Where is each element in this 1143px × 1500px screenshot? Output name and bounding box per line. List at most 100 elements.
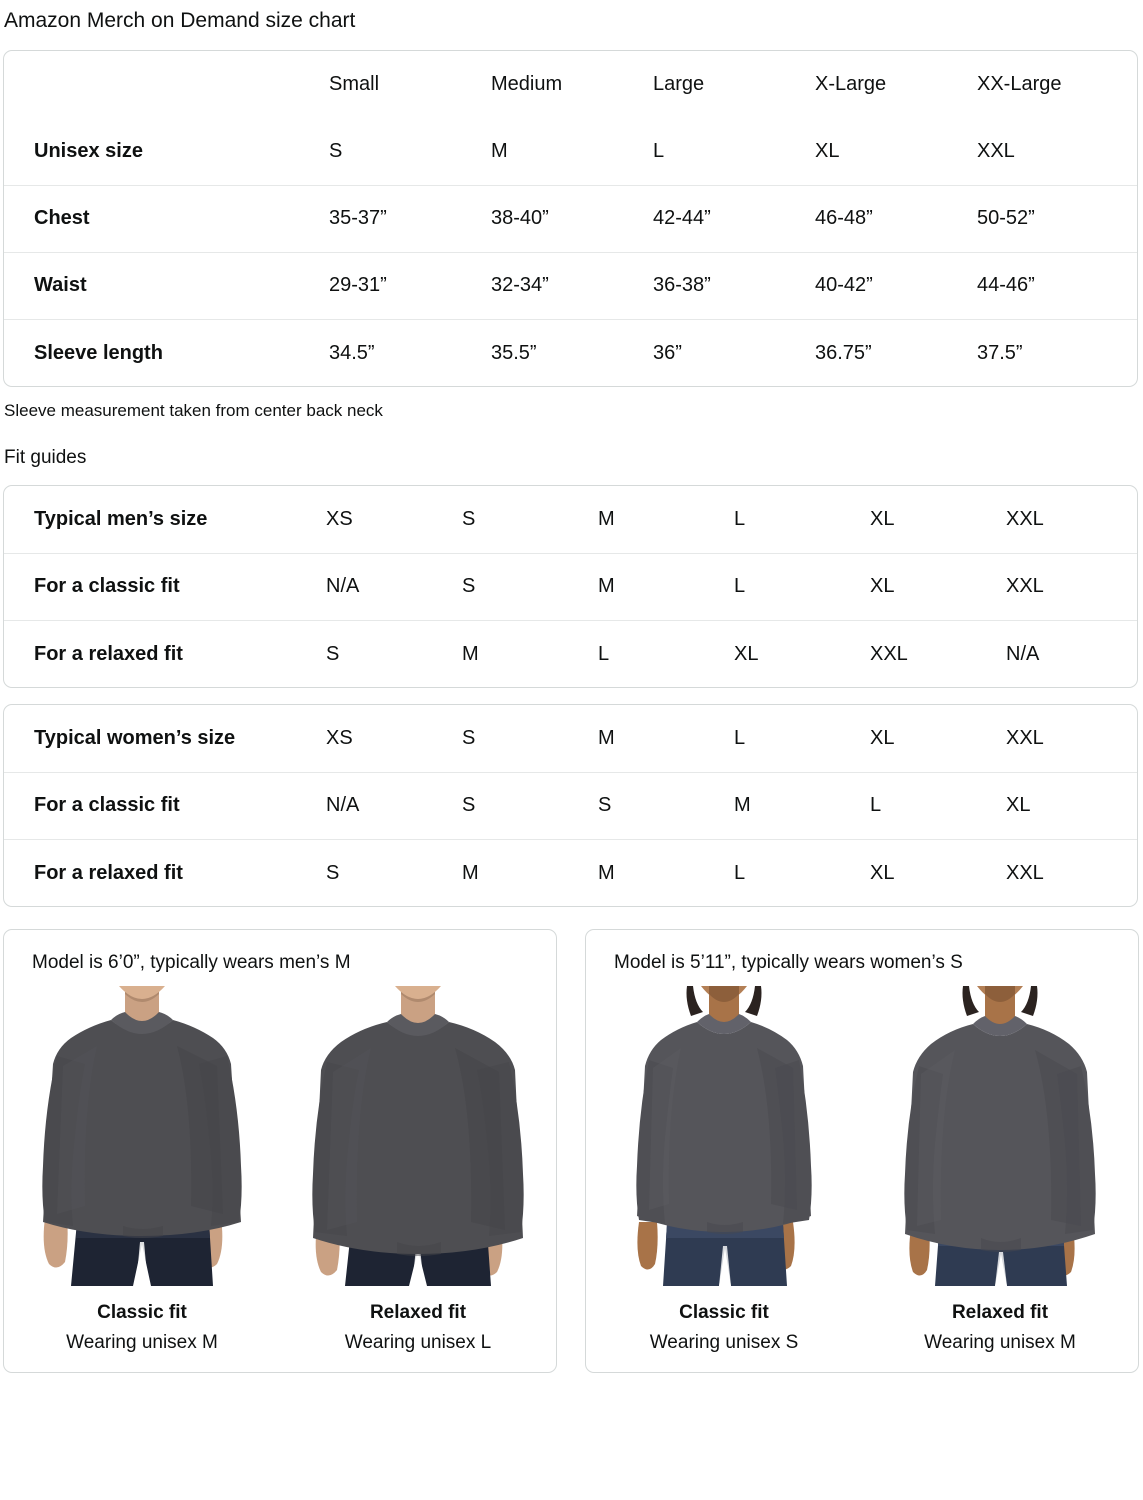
womens-figure-row: Classic fit Wearing unisex S [586, 986, 1138, 1354]
wearing-label: Wearing unisex L [344, 1332, 492, 1354]
row-label: Typical women’s size [34, 727, 236, 749]
cell-value: L [870, 771, 1006, 840]
mens-relaxed-fit-figure: Relaxed fit Wearing unisex L [292, 986, 544, 1354]
column-header-xlarge: X-Large [815, 73, 887, 96]
cell-value: M [598, 838, 734, 907]
cell-value: 36” [653, 318, 815, 387]
cell-value: L [734, 727, 746, 749]
cell-value: 50-52” [977, 184, 1137, 253]
wearing-label: Wearing unisex M [66, 1332, 218, 1354]
table-row: For a classic fit N/A S M L XL XXL [4, 552, 1137, 621]
size-chart-table: Small Medium Large X-Large XX-Large Unis… [4, 51, 1137, 387]
cell-value: 32-34” [491, 251, 653, 320]
row-label: For a classic fit [4, 552, 326, 621]
cell-value: L [734, 508, 746, 530]
cell-value: XL [1006, 771, 1137, 840]
womens-model-heading: Model is 5’11”, typically wears women’s … [614, 952, 963, 974]
cell-value: S [326, 838, 462, 907]
cell-value: 36-38” [653, 251, 815, 320]
womens-relaxed-fit-photo [885, 986, 1115, 1287]
mens-model-card: Model is 6’0”, typically wears men’s M [3, 929, 557, 1374]
mens-fit-guide-card: Typical men’s size XS S M L XL XXL For a… [3, 485, 1138, 689]
cell-value: L [734, 552, 870, 621]
row-label: Typical men’s size [34, 508, 208, 530]
cell-value: 34.5” [329, 318, 491, 387]
table-row: For a classic fit N/A S S M L XL [4, 771, 1137, 840]
table-header-row: Small Medium Large X-Large XX-Large [4, 51, 1137, 118]
wearing-label: Wearing unisex S [649, 1332, 799, 1354]
fit-label: Relaxed fit [951, 1302, 1049, 1324]
row-label: Unisex size [34, 140, 143, 162]
mens-figure-row: Classic fit Wearing unisex M [4, 986, 556, 1354]
cell-value: XXL [1006, 838, 1137, 907]
cell-value: 35.5” [491, 318, 653, 387]
cell-value: 37.5” [977, 318, 1137, 387]
model-cards-row: Model is 6’0”, typically wears men’s M [3, 929, 1143, 1374]
row-label: Chest [4, 184, 329, 253]
cell-value: S [598, 771, 734, 840]
cell-value: XL [870, 838, 1006, 907]
row-label: For a classic fit [4, 771, 326, 840]
cell-value: 36.75” [815, 318, 977, 387]
cell-value: XXL [1006, 727, 1044, 749]
column-header-blank [4, 51, 329, 118]
female-model-relaxed-illustration [885, 986, 1115, 1287]
table-row: Waist 29-31” 32-34” 36-38” 40-42” 44-46” [4, 251, 1137, 320]
cell-value: M [491, 140, 508, 162]
sleeve-measurement-note: Sleeve measurement taken from center bac… [4, 401, 383, 421]
cell-value: M [598, 552, 734, 621]
cell-value: XXL [1006, 508, 1044, 530]
cell-value: M [598, 508, 615, 530]
cell-value: S [462, 508, 476, 530]
mens-classic-fit-figure: Classic fit Wearing unisex M [16, 986, 268, 1354]
cell-value: L [598, 619, 734, 688]
fit-label: Relaxed fit [369, 1302, 467, 1324]
mens-relaxed-fit-photo [303, 986, 533, 1287]
womens-relaxed-fit-figure: Relaxed fit Wearing unisex M [874, 986, 1126, 1354]
cell-value: L [734, 838, 870, 907]
fit-label: Classic fit [679, 1302, 769, 1324]
page-title: Amazon Merch on Demand size chart [4, 9, 356, 32]
mens-fit-guide-table: Typical men’s size XS S M L XL XXL For a… [4, 486, 1137, 688]
column-header-small: Small [329, 73, 380, 96]
cell-value: N/A [1006, 619, 1137, 688]
column-header-medium: Medium [491, 73, 563, 96]
cell-value: XL [870, 552, 1006, 621]
cell-value: 35-37” [329, 184, 491, 253]
table-row: Sleeve length 34.5” 35.5” 36” 36.75” 37.… [4, 318, 1137, 387]
table-row: For a relaxed fit S M M L XL XXL [4, 838, 1137, 907]
row-label: For a relaxed fit [4, 838, 326, 907]
row-label: Sleeve length [4, 318, 329, 387]
table-row: Unisex size S M L XL XXL [4, 118, 1137, 185]
fit-guides-heading: Fit guides [4, 447, 87, 469]
mens-classic-fit-photo [27, 986, 257, 1287]
cell-value: XS [326, 508, 353, 530]
cell-value: S [462, 771, 598, 840]
cell-value: M [462, 838, 598, 907]
row-label: For a relaxed fit [4, 619, 326, 688]
cell-value: 38-40” [491, 184, 653, 253]
cell-value: 29-31” [329, 251, 491, 320]
table-row: Typical men’s size XS S M L XL XXL [4, 486, 1137, 553]
cell-value: N/A [326, 552, 462, 621]
womens-fit-guide-card: Typical women’s size XS S M L XL XXL For… [3, 704, 1138, 908]
cell-value: L [653, 140, 665, 162]
cell-value: XL [815, 140, 840, 162]
table-row: Typical women’s size XS S M L XL XXL [4, 705, 1137, 772]
cell-value: XL [870, 508, 895, 530]
cell-value: XXL [1006, 552, 1137, 621]
cell-value: M [734, 771, 870, 840]
column-header-large: Large [653, 73, 705, 96]
womens-classic-fit-photo [609, 986, 839, 1287]
cell-value: XXL [870, 619, 1006, 688]
cell-value: M [462, 619, 598, 688]
cell-value: S [462, 552, 598, 621]
cell-value: XL [734, 619, 870, 688]
womens-model-card: Model is 5’11”, typically wears women’s … [585, 929, 1139, 1374]
row-label: Waist [4, 251, 329, 320]
womens-classic-fit-figure: Classic fit Wearing unisex S [598, 986, 850, 1354]
cell-value: 40-42” [815, 251, 977, 320]
fit-label: Classic fit [97, 1302, 187, 1324]
size-chart-card: Small Medium Large X-Large XX-Large Unis… [3, 50, 1138, 388]
table-row: For a relaxed fit S M L XL XXL N/A [4, 619, 1137, 688]
